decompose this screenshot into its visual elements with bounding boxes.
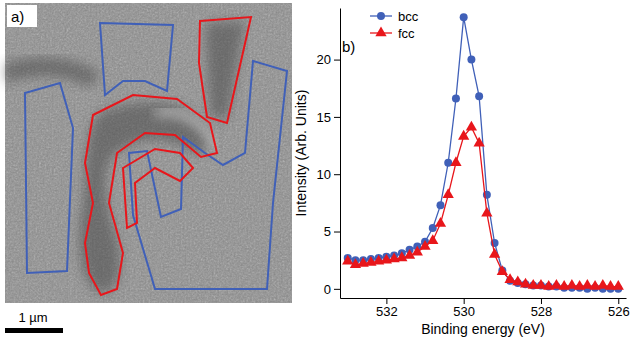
scale-bar bbox=[5, 328, 63, 333]
y-tick: 20 bbox=[317, 52, 340, 67]
data-point bbox=[497, 265, 508, 275]
data-point bbox=[435, 217, 446, 227]
y-tick-label: 20 bbox=[317, 52, 331, 67]
x-tick-label: 532 bbox=[376, 304, 398, 319]
series-line bbox=[348, 127, 619, 286]
data-point bbox=[466, 121, 477, 131]
legend: bcc fcc bbox=[370, 9, 419, 41]
micrograph-background bbox=[5, 3, 292, 303]
bcc-region-outline bbox=[100, 23, 173, 95]
y-tick-mark bbox=[334, 60, 340, 61]
legend-marker bbox=[377, 12, 385, 20]
scale-bar-label: 1 µm bbox=[18, 310, 47, 325]
y-tick-label: 15 bbox=[317, 110, 331, 125]
x-axis-line bbox=[341, 298, 627, 299]
x-tick: 532 bbox=[376, 298, 398, 319]
label-patch bbox=[7, 5, 37, 27]
data-point bbox=[452, 95, 460, 103]
y-tick: 10 bbox=[317, 167, 340, 182]
figure: a) 1 µm 532 530 528 526 0 5 10 15 20 Binding energy… bbox=[0, 0, 634, 340]
data-point bbox=[504, 273, 515, 283]
fcc-region-outline bbox=[85, 95, 217, 295]
panel-label: b) bbox=[342, 38, 355, 55]
data-point bbox=[474, 137, 485, 147]
bcc-region-outline bbox=[129, 61, 287, 289]
x-tick: 528 bbox=[531, 298, 553, 319]
legend-marker bbox=[375, 26, 386, 36]
x-tick-label: 528 bbox=[531, 304, 553, 319]
legend-entry: bcc bbox=[370, 9, 419, 24]
y-tick-label: 5 bbox=[324, 224, 331, 239]
data-point bbox=[481, 207, 492, 217]
dark-region bbox=[79, 102, 212, 293]
y-tick-mark bbox=[334, 174, 340, 175]
y-tick-mark bbox=[334, 232, 340, 233]
data-point bbox=[450, 156, 461, 166]
fcc-region-outline bbox=[199, 17, 251, 123]
micrograph-panel: a) bbox=[5, 3, 292, 303]
data-point bbox=[475, 92, 483, 100]
y-axis-line bbox=[340, 9, 341, 299]
data-point bbox=[443, 188, 454, 198]
data-point bbox=[489, 248, 500, 258]
x-tick-mark bbox=[464, 298, 465, 304]
series-line bbox=[348, 17, 619, 289]
x-tick-label: 530 bbox=[453, 304, 475, 319]
legend-label: fcc bbox=[398, 26, 415, 41]
fcc-region-outline bbox=[123, 149, 193, 228]
x-tick-mark bbox=[386, 298, 387, 304]
data-point bbox=[458, 130, 469, 140]
x-tick-label: 526 bbox=[608, 304, 630, 319]
legend-label: bcc bbox=[398, 9, 419, 24]
data-point bbox=[512, 275, 523, 285]
plot-area bbox=[342, 13, 624, 293]
x-axis: 532 530 528 526 bbox=[341, 298, 630, 319]
x-tick: 526 bbox=[608, 298, 630, 319]
y-tick: 15 bbox=[317, 110, 340, 125]
x-axis-title: Binding energy (eV) bbox=[421, 321, 545, 337]
y-axis-title: Intensity (Arb. Units) bbox=[293, 90, 309, 217]
data-point bbox=[467, 56, 475, 64]
y-tick: 5 bbox=[324, 224, 340, 239]
data-point bbox=[613, 280, 624, 290]
dark-region bbox=[5, 58, 100, 88]
panel-label: a) bbox=[11, 8, 24, 25]
x-tick-mark bbox=[618, 298, 619, 304]
data-point bbox=[342, 255, 353, 265]
data-point bbox=[436, 201, 444, 209]
x-tick-mark bbox=[541, 298, 542, 304]
y-tick-label: 10 bbox=[317, 167, 331, 182]
chart-panel: 532 530 528 526 0 5 10 15 20 Binding energy (eV) I… bbox=[293, 9, 630, 338]
y-axis: 0 5 10 15 20 bbox=[317, 9, 341, 299]
y-tick-mark bbox=[334, 289, 340, 290]
x-tick: 530 bbox=[453, 298, 475, 319]
micrograph-texture bbox=[5, 3, 292, 303]
data-point bbox=[429, 224, 437, 232]
y-tick: 0 bbox=[324, 281, 340, 296]
data-point bbox=[427, 234, 438, 244]
y-tick-mark bbox=[334, 117, 340, 118]
data-point bbox=[460, 13, 468, 21]
bcc-region-outline bbox=[25, 83, 73, 273]
y-tick-label: 0 bbox=[324, 281, 331, 296]
legend-entry: fcc bbox=[370, 26, 415, 41]
